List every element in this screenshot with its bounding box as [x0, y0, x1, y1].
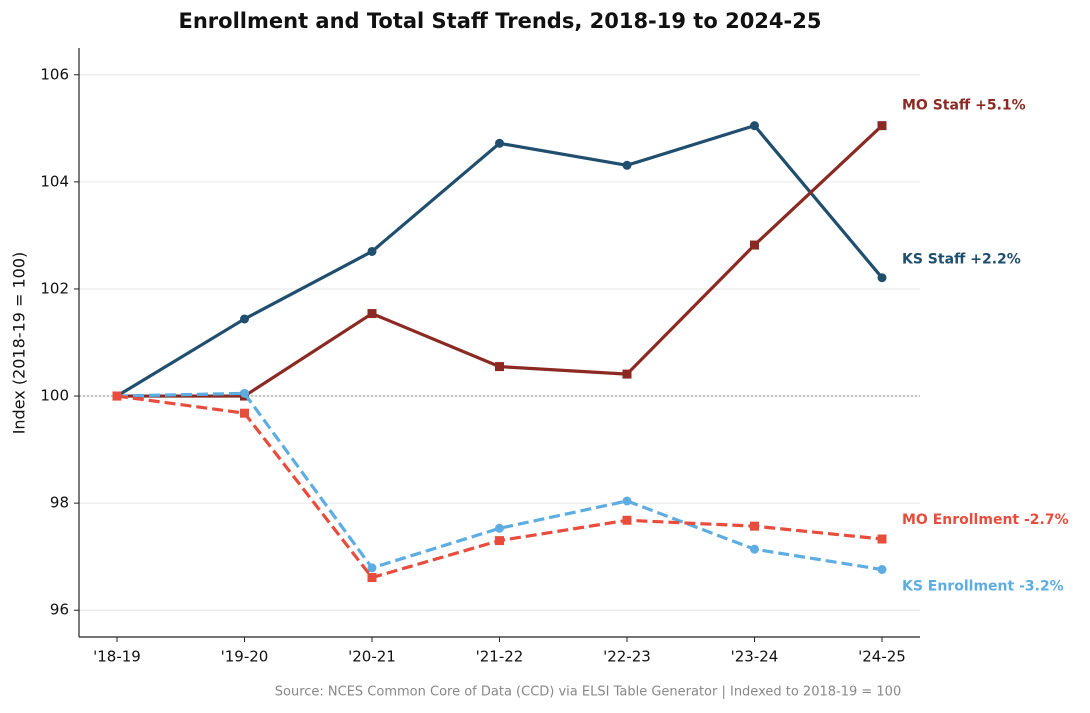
y-tick-label: 96 [50, 601, 69, 619]
marker [367, 563, 377, 573]
marker [240, 408, 249, 418]
x-tick-label: '18-19 [93, 648, 141, 666]
x-tick-label: '23-24 [731, 648, 779, 666]
series-label: KS Enrollment -3.2% [902, 579, 1064, 595]
marker [622, 515, 632, 525]
marker [112, 391, 122, 401]
series-line [116, 124, 884, 398]
marker [367, 246, 377, 256]
marker [877, 565, 887, 575]
y-tick-label: 98 [50, 494, 69, 512]
x-tick-label: '22-23 [603, 648, 651, 666]
y-tick-label: 106 [40, 65, 69, 83]
series-label: MO Enrollment -2.7% [902, 512, 1069, 528]
series-label: KS Staff +2.2% [902, 252, 1021, 268]
marker [622, 496, 632, 506]
marker [877, 534, 887, 544]
y-tick-label: 102 [40, 279, 69, 297]
marker [495, 536, 504, 546]
marker [240, 388, 249, 398]
marker [750, 544, 759, 554]
chart-title: Enrollment and Total Staff Trends, 2018-… [179, 9, 822, 33]
x-tick-label: '20-21 [348, 648, 396, 666]
marker [877, 121, 887, 131]
x-tick-label: '21-22 [476, 648, 524, 666]
x-tick-label: '19-20 [221, 648, 269, 666]
marker [495, 523, 504, 533]
marker [622, 369, 632, 379]
marker [367, 309, 377, 319]
series-line [117, 124, 884, 398]
marker [877, 273, 887, 283]
source-note: Source: NCES Common Core of Data (CCD) v… [275, 685, 901, 700]
y-tick-label: 104 [40, 172, 69, 190]
marker [367, 573, 377, 583]
marker [750, 240, 759, 250]
marker [240, 314, 249, 324]
marker [495, 362, 504, 372]
marker [750, 521, 759, 531]
marker [750, 121, 759, 131]
marker [622, 160, 632, 170]
y-axis-label: Index (2018-19 = 100) [10, 252, 29, 435]
x-tick-label: '24-25 [858, 648, 906, 666]
series-label: MO Staff +5.1% [902, 98, 1026, 114]
marker [495, 138, 504, 148]
y-tick-label: 100 [40, 387, 69, 405]
